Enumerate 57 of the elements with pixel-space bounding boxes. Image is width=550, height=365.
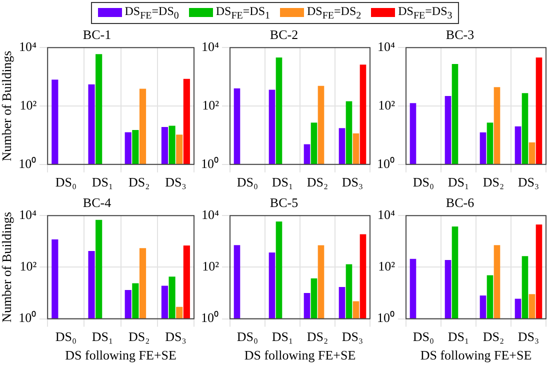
x-tick-label: DS₃ — [342, 174, 364, 190]
legend-label: DS$_{FE}$=DS$_{2}$ — [307, 4, 362, 22]
chart-title: BC-5 — [270, 195, 298, 210]
x-tick-label: DS₃ — [165, 329, 186, 344]
x-axis-title: DS following FE+SE — [420, 348, 532, 363]
x-tick-label: DS₁ — [92, 174, 114, 190]
x-tick-label: DS₂ — [128, 329, 150, 344]
x-tick-label: DS₁ — [448, 329, 470, 344]
x-tick-label: DS₁ — [448, 174, 470, 190]
x-tick-label: DS₃ — [518, 329, 540, 344]
y-tick-label: 10⁴ — [19, 207, 38, 222]
x-tick-label: DS₁ — [272, 329, 294, 344]
y-tick-label: 10⁰ — [18, 310, 37, 326]
y-tick-label: 10⁴ — [377, 207, 396, 222]
y-tick-label: 10² — [202, 97, 220, 112]
x-tick-label: DS₃ — [518, 174, 540, 190]
x-tick-label: DS₀ — [55, 174, 76, 190]
x-tick-label: DS₂ — [482, 329, 504, 344]
x-axis-title: DS following FE+SE — [65, 348, 177, 363]
x-tick-label: DS₃ — [342, 329, 364, 344]
chart-title: BC-4 — [82, 195, 112, 210]
x-axis-title: DS following FE+SE — [244, 348, 356, 363]
y-tick-label: 10² — [20, 97, 37, 112]
x-tick-label: DS₂ — [306, 329, 328, 344]
y-axis-title: Number of Buildings — [0, 50, 14, 162]
y-tick-label: 10² — [378, 97, 396, 112]
x-tick-label: DS₀ — [412, 329, 434, 344]
y-tick-label: 10⁴ — [19, 39, 38, 54]
chart-title: BC-2 — [270, 27, 298, 42]
y-tick-label: 10⁰ — [18, 156, 37, 171]
x-tick-label: DS₁ — [272, 174, 294, 190]
y-tick-label: 10⁰ — [377, 156, 395, 171]
x-tick-label: DS₀ — [236, 329, 258, 344]
x-tick-label: DS₂ — [128, 174, 150, 190]
y-tick-label: 10⁴ — [201, 39, 220, 54]
y-tick-label: 10⁴ — [201, 207, 220, 222]
x-tick-label: DS₀ — [55, 329, 76, 344]
x-tick-label: DS₀ — [236, 174, 258, 190]
y-tick-label: 10⁰ — [201, 156, 219, 171]
y-tick-label: 10² — [20, 258, 37, 274]
y-tick-label: 10⁰ — [201, 310, 219, 326]
x-tick-label: DS₂ — [482, 174, 504, 190]
y-tick-label: 10⁴ — [377, 39, 396, 54]
legend-label: DS$_{FE}$=DS$_{3}$ — [398, 4, 452, 22]
chart-title: BC-6 — [446, 195, 475, 210]
legend-label: DS$_{FE}$=DS$_{0}$ — [124, 4, 179, 22]
y-tick-label: 10² — [202, 258, 220, 274]
y-axis-title: Number of Buildings — [0, 212, 14, 322]
legend-label: DS$_{FE}$=DS$_{1}$ — [216, 4, 270, 22]
x-tick-label: DS₁ — [92, 329, 114, 344]
y-tick-label: 10² — [378, 258, 396, 274]
x-tick-label: DS₂ — [306, 174, 328, 190]
x-tick-label: DS₃ — [165, 174, 186, 190]
x-tick-label: DS₀ — [412, 174, 434, 190]
chart-title: BC-1 — [82, 27, 112, 42]
y-tick-label: 10⁰ — [377, 310, 395, 326]
chart-title: BC-3 — [446, 27, 474, 42]
